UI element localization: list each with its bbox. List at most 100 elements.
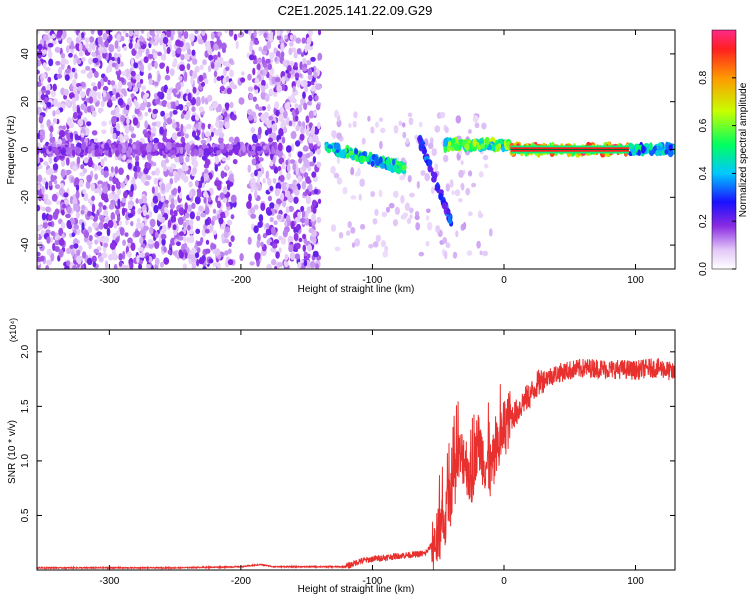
spectrogram-cell (262, 233, 268, 239)
spectrogram-cell (228, 58, 234, 64)
spectrogram-cell (267, 126, 273, 134)
spectrogram-cell (104, 142, 110, 151)
spectrogram-cell (285, 145, 292, 153)
spectrogram-cell (427, 221, 433, 231)
spectrogram-cell (153, 177, 158, 185)
spectrogram-cell (75, 183, 80, 192)
spectrogram-cell (170, 149, 176, 156)
spectrogram-cell (305, 152, 311, 159)
spectrogram-cell (216, 150, 221, 156)
spectrogram-cell (229, 173, 234, 182)
spectrogram-cell (37, 43, 43, 51)
spectrogram-cell (119, 135, 124, 143)
spectrogram-cell (46, 119, 51, 128)
spectrogram-cell (268, 137, 273, 143)
spectrogram-cell (147, 154, 152, 162)
spectrogram-cell (37, 251, 41, 257)
spectrogram-cell (52, 163, 59, 171)
spectrogram-cell (286, 172, 291, 181)
spectrogram-cell (161, 238, 166, 246)
spectrogram-cell (97, 46, 104, 52)
spectrogram-cell (80, 69, 87, 74)
spectrogram-cell (116, 215, 121, 222)
spectrogram-cell (37, 157, 40, 164)
spectrogram-cell (304, 210, 309, 219)
spectrogram-cell (132, 117, 139, 126)
spectrogram-cell (160, 261, 164, 268)
spectrogram-cell (234, 146, 239, 155)
spectrogram-cell (43, 34, 49, 41)
spectrogram-cell (269, 161, 274, 167)
spectrogram-cell (333, 172, 340, 179)
spectrogram-cell (303, 172, 309, 178)
spectrogram-cell (188, 190, 193, 199)
spectrogram-cell (285, 116, 290, 125)
spectrogram-cell (123, 190, 128, 199)
spectrogram-cell (216, 200, 222, 209)
spectrogram-cell (84, 37, 90, 43)
spectrogram-cell (191, 106, 196, 112)
spectrogram-cell (272, 248, 277, 253)
spectrogram-cell (120, 115, 126, 123)
spectrogram-cell (327, 144, 334, 150)
spectrogram-cell (166, 95, 172, 101)
spectrogram-cell (285, 159, 289, 166)
spectrogram-cell (108, 34, 113, 41)
spectrogram-cell (205, 239, 210, 245)
spectrogram-cell (230, 214, 235, 220)
spectrogram-cell (102, 185, 109, 194)
spectrogram-cell (50, 231, 56, 236)
spectrogram-cell (378, 117, 384, 122)
spectrogram-cell (184, 143, 191, 151)
spectrogram-cell (144, 111, 149, 117)
spectrogram-cell (75, 147, 80, 153)
spectrogram-cell (38, 164, 43, 169)
spectrogram-cell (157, 192, 161, 201)
spectrogram-cell (446, 208, 451, 215)
spectrogram-cell (200, 212, 207, 218)
spectrogram-cell (179, 64, 186, 72)
spectrogram-cell (135, 155, 140, 162)
spectrogram-cell (224, 121, 230, 129)
spectrogram-cell (80, 264, 85, 269)
spectrogram-cell (39, 134, 43, 143)
spectrogram-cell (65, 68, 71, 74)
spectrogram-cell (37, 241, 43, 248)
spectrogram-cell (386, 156, 391, 166)
spectrogram-cell (103, 156, 108, 162)
spectrogram-cell (295, 140, 301, 147)
spectrogram-cell (81, 57, 86, 62)
spectrogram-cell (47, 221, 53, 227)
spectrogram-cell (258, 214, 264, 223)
spectrogram-cell (86, 257, 93, 266)
spectrogram-cell (288, 244, 294, 253)
spectrogram-cell (97, 91, 101, 100)
spectrogram-cell (230, 235, 235, 243)
spectrogram-cell (128, 84, 132, 90)
spectrogram-cell (370, 126, 375, 134)
spectrogram-cell (115, 149, 120, 157)
colorbar-gradient (711, 29, 737, 270)
spectrogram-cell (114, 166, 119, 175)
spectrogram-cell (136, 81, 142, 89)
spectrogram-cell (70, 47, 75, 54)
spectrogram-y-tick-label: -40 (20, 237, 31, 252)
colorbar-ticks: 0.0 0.2 0.4 0.6 0.8 (698, 70, 736, 276)
spectrogram-cell (308, 122, 313, 129)
spectrogram-cell (88, 57, 94, 65)
spectrogram-cell (260, 91, 267, 100)
spectrogram-x-tick-label: 0 (501, 275, 507, 286)
spectrogram-cell (194, 196, 201, 205)
spectrogram-cell (177, 185, 181, 194)
spectrogram-cell (117, 80, 123, 90)
spectrogram-cell (667, 149, 674, 158)
spectrogram-cell (284, 220, 288, 228)
spectrogram-cell (112, 127, 118, 135)
spectrogram-cell (66, 206, 72, 214)
spectrogram-cell (194, 65, 200, 73)
spectrogram-cell (87, 158, 93, 168)
spectrogram-cell (75, 211, 80, 219)
spectrogram-cell (247, 164, 252, 173)
spectrogram-cell (257, 106, 263, 112)
spectrogram-cell (180, 123, 184, 133)
